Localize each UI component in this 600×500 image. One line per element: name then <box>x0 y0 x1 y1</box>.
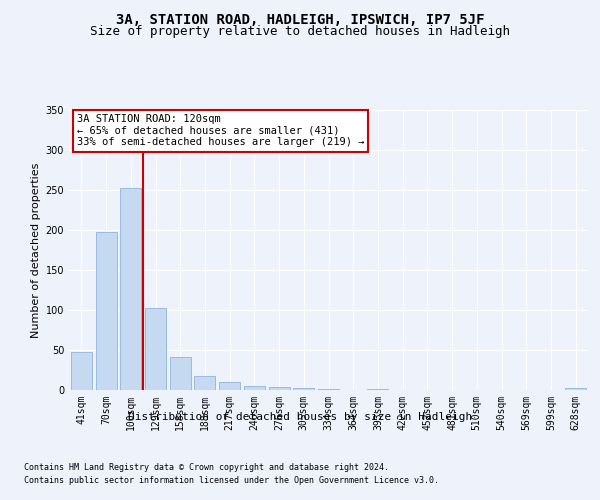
Bar <box>120 188 141 390</box>
Bar <box>318 389 339 390</box>
Bar <box>194 376 215 390</box>
Bar <box>170 357 191 390</box>
Y-axis label: Number of detached properties: Number of detached properties <box>31 162 41 338</box>
Text: Size of property relative to detached houses in Hadleigh: Size of property relative to detached ho… <box>90 25 510 38</box>
Bar <box>71 352 92 390</box>
Text: 3A, STATION ROAD, HADLEIGH, IPSWICH, IP7 5JF: 3A, STATION ROAD, HADLEIGH, IPSWICH, IP7… <box>116 12 484 26</box>
Bar <box>293 388 314 390</box>
Bar <box>244 386 265 390</box>
Text: 3A STATION ROAD: 120sqm
← 65% of detached houses are smaller (431)
33% of semi-d: 3A STATION ROAD: 120sqm ← 65% of detache… <box>77 114 364 148</box>
Bar <box>565 388 586 390</box>
Bar <box>95 232 116 390</box>
Text: Contains HM Land Registry data © Crown copyright and database right 2024.: Contains HM Land Registry data © Crown c… <box>24 462 389 471</box>
Bar <box>367 389 388 390</box>
Bar <box>145 308 166 390</box>
Bar <box>269 387 290 390</box>
Text: Contains public sector information licensed under the Open Government Licence v3: Contains public sector information licen… <box>24 476 439 485</box>
Text: Distribution of detached houses by size in Hadleigh: Distribution of detached houses by size … <box>128 412 472 422</box>
Bar <box>219 382 240 390</box>
